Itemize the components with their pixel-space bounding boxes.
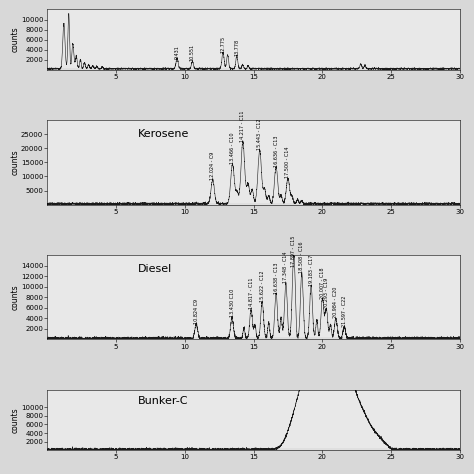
Text: 14.217 - C11: 14.217 - C11 — [240, 110, 246, 142]
Text: 10.824 C9: 10.824 C9 — [194, 299, 199, 324]
Text: 19.183 - C17: 19.183 - C17 — [309, 255, 314, 286]
Text: 13.466 - C10: 13.466 - C10 — [230, 133, 235, 164]
Text: 17.348 - C14: 17.348 - C14 — [283, 252, 288, 283]
Y-axis label: counts: counts — [10, 284, 19, 310]
Text: 13.778: 13.778 — [234, 38, 239, 55]
Text: 16.636 - C13: 16.636 - C13 — [273, 136, 279, 167]
Y-axis label: counts: counts — [10, 407, 19, 433]
Text: 20.293 - C19: 20.293 - C19 — [324, 278, 329, 310]
Text: 15.443 - C12: 15.443 - C12 — [257, 119, 262, 150]
Text: 20.984 - C20: 20.984 - C20 — [333, 287, 338, 319]
Text: 12.024 - C9: 12.024 - C9 — [210, 152, 215, 180]
Text: Bunker-C: Bunker-C — [138, 396, 189, 406]
Text: 14.817 - C11: 14.817 - C11 — [248, 278, 254, 310]
Text: Kerosene: Kerosene — [138, 129, 190, 139]
Text: 18.508 - C16: 18.508 - C16 — [299, 241, 304, 273]
Text: 17.500 - C14: 17.500 - C14 — [285, 147, 291, 179]
Text: 20.007 - C18: 20.007 - C18 — [320, 267, 325, 299]
Text: 17.897 - C15: 17.897 - C15 — [291, 236, 296, 267]
Text: 16.638 - C13: 16.638 - C13 — [273, 262, 279, 294]
Text: 12.775: 12.775 — [220, 36, 226, 53]
Text: 15.622 - C12: 15.622 - C12 — [260, 270, 264, 301]
Y-axis label: counts: counts — [10, 27, 19, 53]
Text: Diesel: Diesel — [138, 264, 173, 273]
Text: 9.431: 9.431 — [174, 45, 180, 59]
Text: 13.430 C10: 13.430 C10 — [229, 289, 235, 318]
Y-axis label: counts: counts — [10, 150, 19, 175]
Text: 21.597 - C22: 21.597 - C22 — [342, 295, 347, 327]
Text: 10.551: 10.551 — [190, 44, 195, 61]
